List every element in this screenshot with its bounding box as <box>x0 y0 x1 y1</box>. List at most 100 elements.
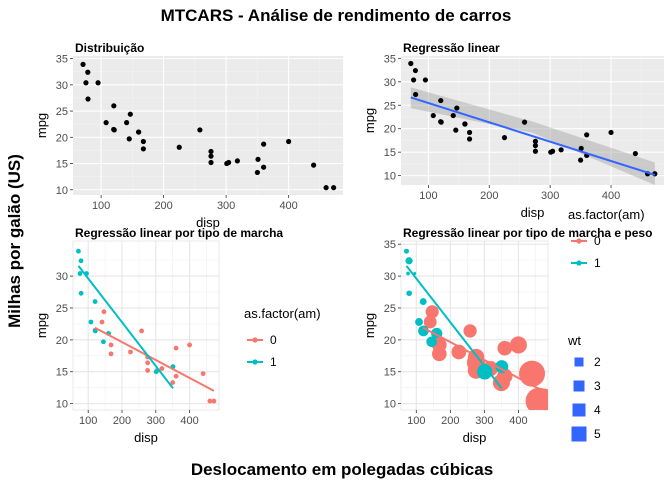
y-axis-label: mpg <box>34 313 49 338</box>
data-point <box>208 153 214 159</box>
data-point <box>501 135 508 141</box>
data-point <box>99 319 105 325</box>
data-point <box>406 271 410 276</box>
y-tick-label: 35 <box>384 239 396 251</box>
data-point <box>136 129 142 135</box>
panel-title: Regressão linear por tipo de marcha <box>75 226 283 240</box>
data-point <box>103 120 109 126</box>
data-point <box>108 342 114 348</box>
data-point <box>532 142 539 149</box>
x-axis-label: disp <box>521 205 545 220</box>
data-point <box>608 129 614 136</box>
legend-title: as.factor(am) <box>244 306 321 321</box>
data-point <box>88 319 94 325</box>
figure-y-label: Milhas por galão (US) <box>5 154 24 328</box>
data-point <box>548 149 554 155</box>
data-point <box>211 398 217 404</box>
panel-title: Distribuição <box>75 41 144 55</box>
legend-am: as.factor(am) 0 1 <box>244 306 321 369</box>
data-point <box>450 112 456 119</box>
y-tick-label: 25 <box>384 303 396 315</box>
data-point <box>438 97 444 104</box>
y-tick-label: 25 <box>56 303 68 315</box>
data-point <box>153 369 159 375</box>
data-point <box>584 132 590 138</box>
data-point <box>403 248 409 254</box>
data-point <box>426 336 437 348</box>
data-point <box>518 360 546 387</box>
y-tick-label: 35 <box>384 53 396 65</box>
data-point <box>176 144 182 150</box>
data-point <box>411 77 417 83</box>
data-point <box>139 328 145 334</box>
data-point <box>140 138 146 145</box>
data-point <box>463 324 477 338</box>
x-axis-label: disp <box>463 430 487 445</box>
y-tick-label: 20 <box>384 124 396 136</box>
data-point <box>497 340 513 356</box>
data-point <box>159 366 165 371</box>
data-point <box>476 364 493 380</box>
data-point <box>85 96 91 102</box>
legend-key-point <box>576 238 582 244</box>
data-point <box>509 336 527 354</box>
data-point <box>492 374 510 392</box>
y-tick-label: 20 <box>384 335 396 347</box>
data-point <box>425 305 439 319</box>
data-point <box>140 146 146 152</box>
data-point <box>80 61 86 67</box>
legend-key-point <box>576 260 582 266</box>
legend-label: 1 <box>270 355 277 369</box>
panel-background <box>72 240 220 411</box>
y-axis-label: mpg <box>34 113 49 138</box>
data-point <box>108 351 114 357</box>
x-tick-label: 300 <box>147 415 165 427</box>
data-point <box>532 138 539 144</box>
panel-p1: 100 200 300 400 10 15 20 25 30 35 Distribuição disp… <box>34 41 343 230</box>
data-point <box>145 360 151 366</box>
y-tick-label: 10 <box>384 399 396 411</box>
regression-line-am0 <box>94 326 215 392</box>
legend-am-p4: as.factor(am) 0 1 <box>568 207 645 270</box>
figure-title: MTCARS - Análise de rendimento de carros <box>161 6 512 25</box>
data-point <box>430 112 436 119</box>
legend-label: 4 <box>594 403 601 417</box>
y-tick-label: 30 <box>56 80 68 92</box>
data-point <box>95 80 101 86</box>
plot-area <box>76 248 217 404</box>
data-point <box>408 60 414 67</box>
data-point <box>406 290 412 297</box>
y-tick-label: 20 <box>56 132 68 144</box>
legend-title: wt <box>567 333 581 348</box>
data-point <box>78 258 84 264</box>
data-point <box>234 158 240 164</box>
data-point <box>405 257 413 265</box>
legend-label: 1 <box>594 256 601 270</box>
y-tick-label: 20 <box>56 335 68 347</box>
data-point <box>438 119 444 125</box>
data-point <box>187 342 192 348</box>
x-tick-label: 100 <box>407 415 425 427</box>
data-point <box>261 141 267 147</box>
y-tick-label: 10 <box>384 171 396 183</box>
data-point <box>92 328 98 334</box>
regression-line-am1 <box>77 265 174 389</box>
x-axis-label: disp <box>196 215 220 230</box>
legend-key-point <box>252 359 258 365</box>
data-point <box>423 315 437 329</box>
x-tick-label: 300 <box>475 415 493 427</box>
y-tick-label: 15 <box>56 159 68 171</box>
confidence-ribbon <box>410 87 655 185</box>
regression-line-am0 <box>422 326 544 392</box>
data-point <box>462 121 468 127</box>
y-tick-label: 10 <box>56 185 68 197</box>
panel-background <box>73 56 343 195</box>
data-point <box>124 120 130 126</box>
data-point <box>85 69 91 75</box>
legend-title: as.factor(am) <box>568 207 645 222</box>
y-tick-label: 10 <box>56 399 68 411</box>
x-tick-label: 300 <box>541 190 559 202</box>
plot-area <box>403 248 548 410</box>
